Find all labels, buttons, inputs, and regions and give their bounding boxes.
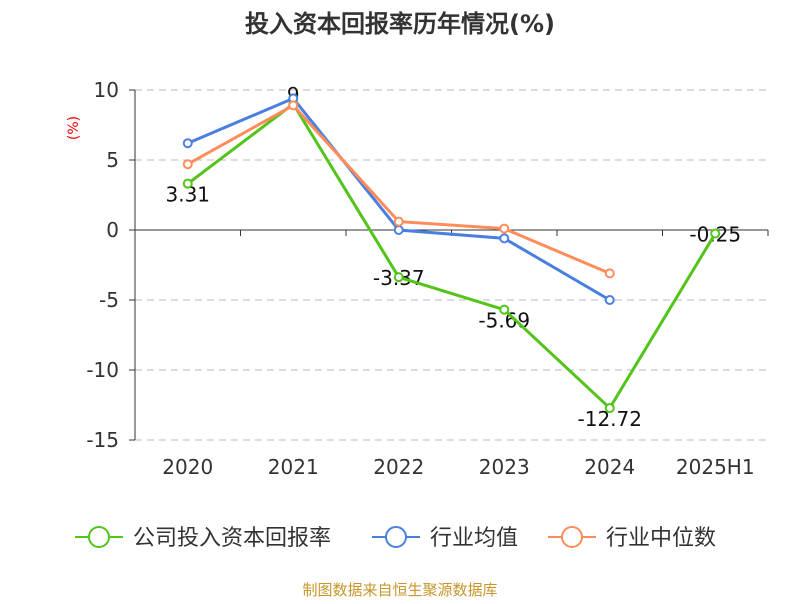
data-point bbox=[604, 268, 615, 279]
y-tick-label: 5 bbox=[106, 148, 119, 172]
x-tick-label: 2024 bbox=[584, 455, 635, 479]
x-tick-label: 2021 bbox=[268, 455, 319, 479]
legend-label: 公司投入资本回报率 bbox=[133, 526, 331, 551]
y-axis-label: (%) bbox=[66, 116, 82, 140]
series-line bbox=[186, 101, 717, 411]
y-tick-label: 0 bbox=[106, 218, 119, 242]
legend-circle-icon bbox=[88, 526, 110, 548]
x-tick-label: 2023 bbox=[479, 455, 530, 479]
data-point bbox=[710, 228, 721, 239]
data-point bbox=[393, 272, 404, 283]
legend-label: 行业均值 bbox=[430, 526, 518, 551]
legend-item[interactable]: 公司投入资本回报率 bbox=[75, 526, 331, 551]
legend-item[interactable]: 行业均值 bbox=[372, 526, 518, 551]
x-tick-label: 2025H1 bbox=[676, 455, 755, 479]
chart-title: 投入资本回报率历年情况(%) bbox=[245, 10, 555, 38]
data-point bbox=[604, 403, 615, 414]
data-point bbox=[499, 304, 510, 315]
data-point bbox=[182, 138, 193, 149]
data-point bbox=[499, 223, 510, 234]
y-tick-label: -10 bbox=[86, 358, 119, 382]
x-tick-label: 2022 bbox=[373, 455, 424, 479]
data-point bbox=[393, 216, 404, 227]
data-point bbox=[604, 295, 615, 305]
y-tick-label: -5 bbox=[99, 288, 119, 312]
data-point bbox=[182, 159, 193, 170]
data-point bbox=[499, 233, 510, 244]
legend-item[interactable]: 行业中位数 bbox=[548, 526, 716, 551]
y-tick-label: -15 bbox=[86, 428, 119, 452]
data-point bbox=[182, 178, 193, 189]
legend-circle-icon bbox=[561, 526, 583, 548]
data-point bbox=[393, 225, 404, 235]
x-tick-label: 2020 bbox=[162, 455, 213, 479]
y-tick-label: 10 bbox=[94, 78, 119, 102]
legend-label: 行业中位数 bbox=[606, 526, 716, 551]
footer-source: 制图数据来自恒生聚源数据库 bbox=[302, 581, 497, 599]
data-point bbox=[288, 100, 299, 111]
series-line bbox=[187, 103, 611, 275]
legend-circle-icon bbox=[385, 526, 407, 548]
